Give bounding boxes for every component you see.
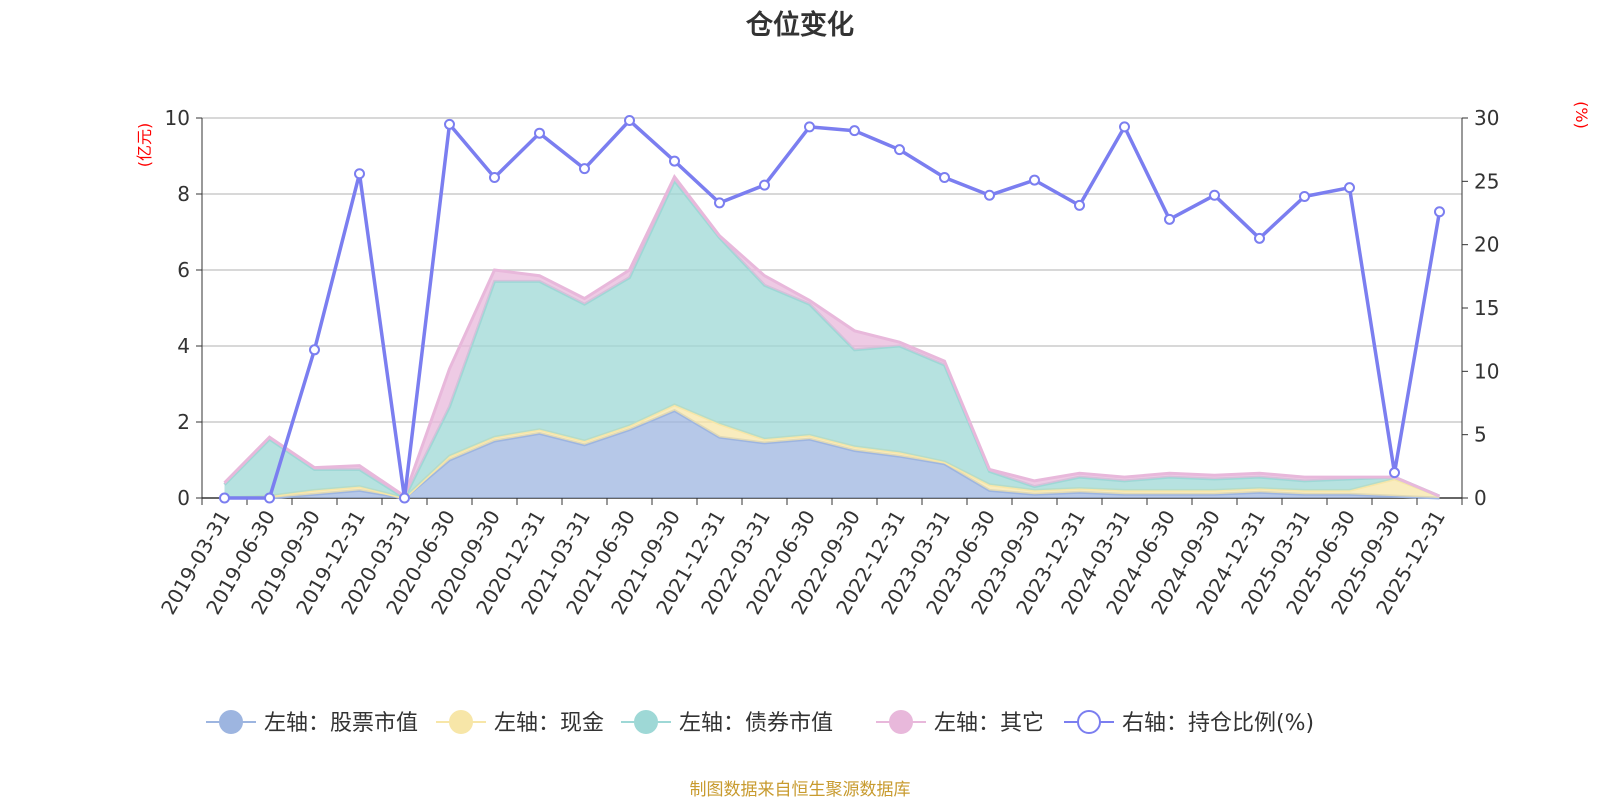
area-series-3: [224, 180, 1440, 498]
ratio-point: [534, 127, 545, 139]
legend-marker-5: [1077, 710, 1101, 734]
right-axis-tick-label: 10: [1474, 359, 1499, 383]
ratio-point: [1029, 174, 1040, 186]
ratio-point: [1119, 121, 1130, 133]
left-axis-tick-label: 10: [165, 106, 190, 130]
ratio-point: [1074, 199, 1085, 211]
right-axis-tick-label: 15: [1474, 296, 1499, 320]
ratio-point: [849, 125, 860, 137]
legend: 左轴：股票市值 左轴：现金 左轴：债券市值 左轴：其它 右轴：持仓比例(%): [206, 710, 1314, 736]
ratio-point: [1254, 232, 1265, 244]
ratio-point: [1434, 206, 1445, 218]
legend-label-2: 左轴：现金: [494, 711, 604, 736]
legend-label-4: 左轴：其它: [934, 711, 1044, 736]
area-series-4: [224, 176, 1440, 498]
right-axis-unit: (%): [1572, 101, 1591, 129]
ratio-line: [224, 118, 1442, 500]
right-axis-tick-label: 25: [1474, 169, 1499, 193]
ratio-point: [714, 197, 725, 209]
left-axis-tick-label: 4: [177, 334, 190, 358]
ratio-point: [939, 172, 950, 184]
ratio-point: [1164, 213, 1175, 225]
legend-marker-3: [634, 710, 658, 734]
right-axis-tick-label: 5: [1474, 423, 1487, 447]
ratio-point: [579, 163, 590, 175]
data-source-note: 制图数据来自恒生聚源数据库: [690, 780, 911, 800]
left-axis-unit: (亿元): [135, 123, 154, 168]
left-axis-tick-label: 8: [177, 182, 190, 206]
legend-label-5: 右轴：持仓比例(%): [1122, 711, 1314, 736]
area-series-edge-4: [223, 174, 1441, 499]
stacked-areas: [223, 174, 1441, 501]
right-axis-tick-label: 0: [1474, 486, 1487, 510]
ratio-point: [669, 155, 680, 167]
legend-label-1: 左轴：股票市值: [264, 711, 418, 736]
chart-title: 仓位变化: [745, 9, 854, 41]
ratio-point: [1299, 191, 1310, 203]
ratio-point: [759, 179, 770, 191]
area-series-1: [224, 410, 1440, 498]
ratio-point: [624, 115, 635, 127]
ratio-point: [354, 168, 365, 180]
ratio-point: [399, 492, 410, 504]
ratio-point: [1209, 189, 1220, 201]
legend-label-3: 左轴：债券市值: [679, 711, 833, 736]
left-axis-tick-label: 0: [177, 486, 190, 510]
ratio-point: [1344, 182, 1355, 194]
right-axis-tick-label: 20: [1474, 233, 1499, 257]
legend-marker-2: [449, 710, 473, 734]
ratio-point: [804, 121, 815, 133]
ratio-point: [984, 189, 995, 201]
ratio-point: [264, 492, 275, 504]
legend-marker-1: [219, 710, 243, 734]
right-axis-tick-label: 30: [1474, 106, 1499, 130]
legend-marker-4: [889, 710, 913, 734]
ratio-point: [489, 172, 500, 184]
left-axis-tick-label: 6: [177, 258, 190, 282]
ratio-point: [219, 492, 230, 504]
left-axis-tick-label: 2: [177, 410, 190, 434]
ratio-point: [1389, 467, 1400, 479]
ratio-point: [309, 344, 320, 356]
ratio-point: [894, 144, 905, 156]
ratio-point: [444, 118, 455, 130]
position-ratio-line: [219, 115, 1445, 504]
